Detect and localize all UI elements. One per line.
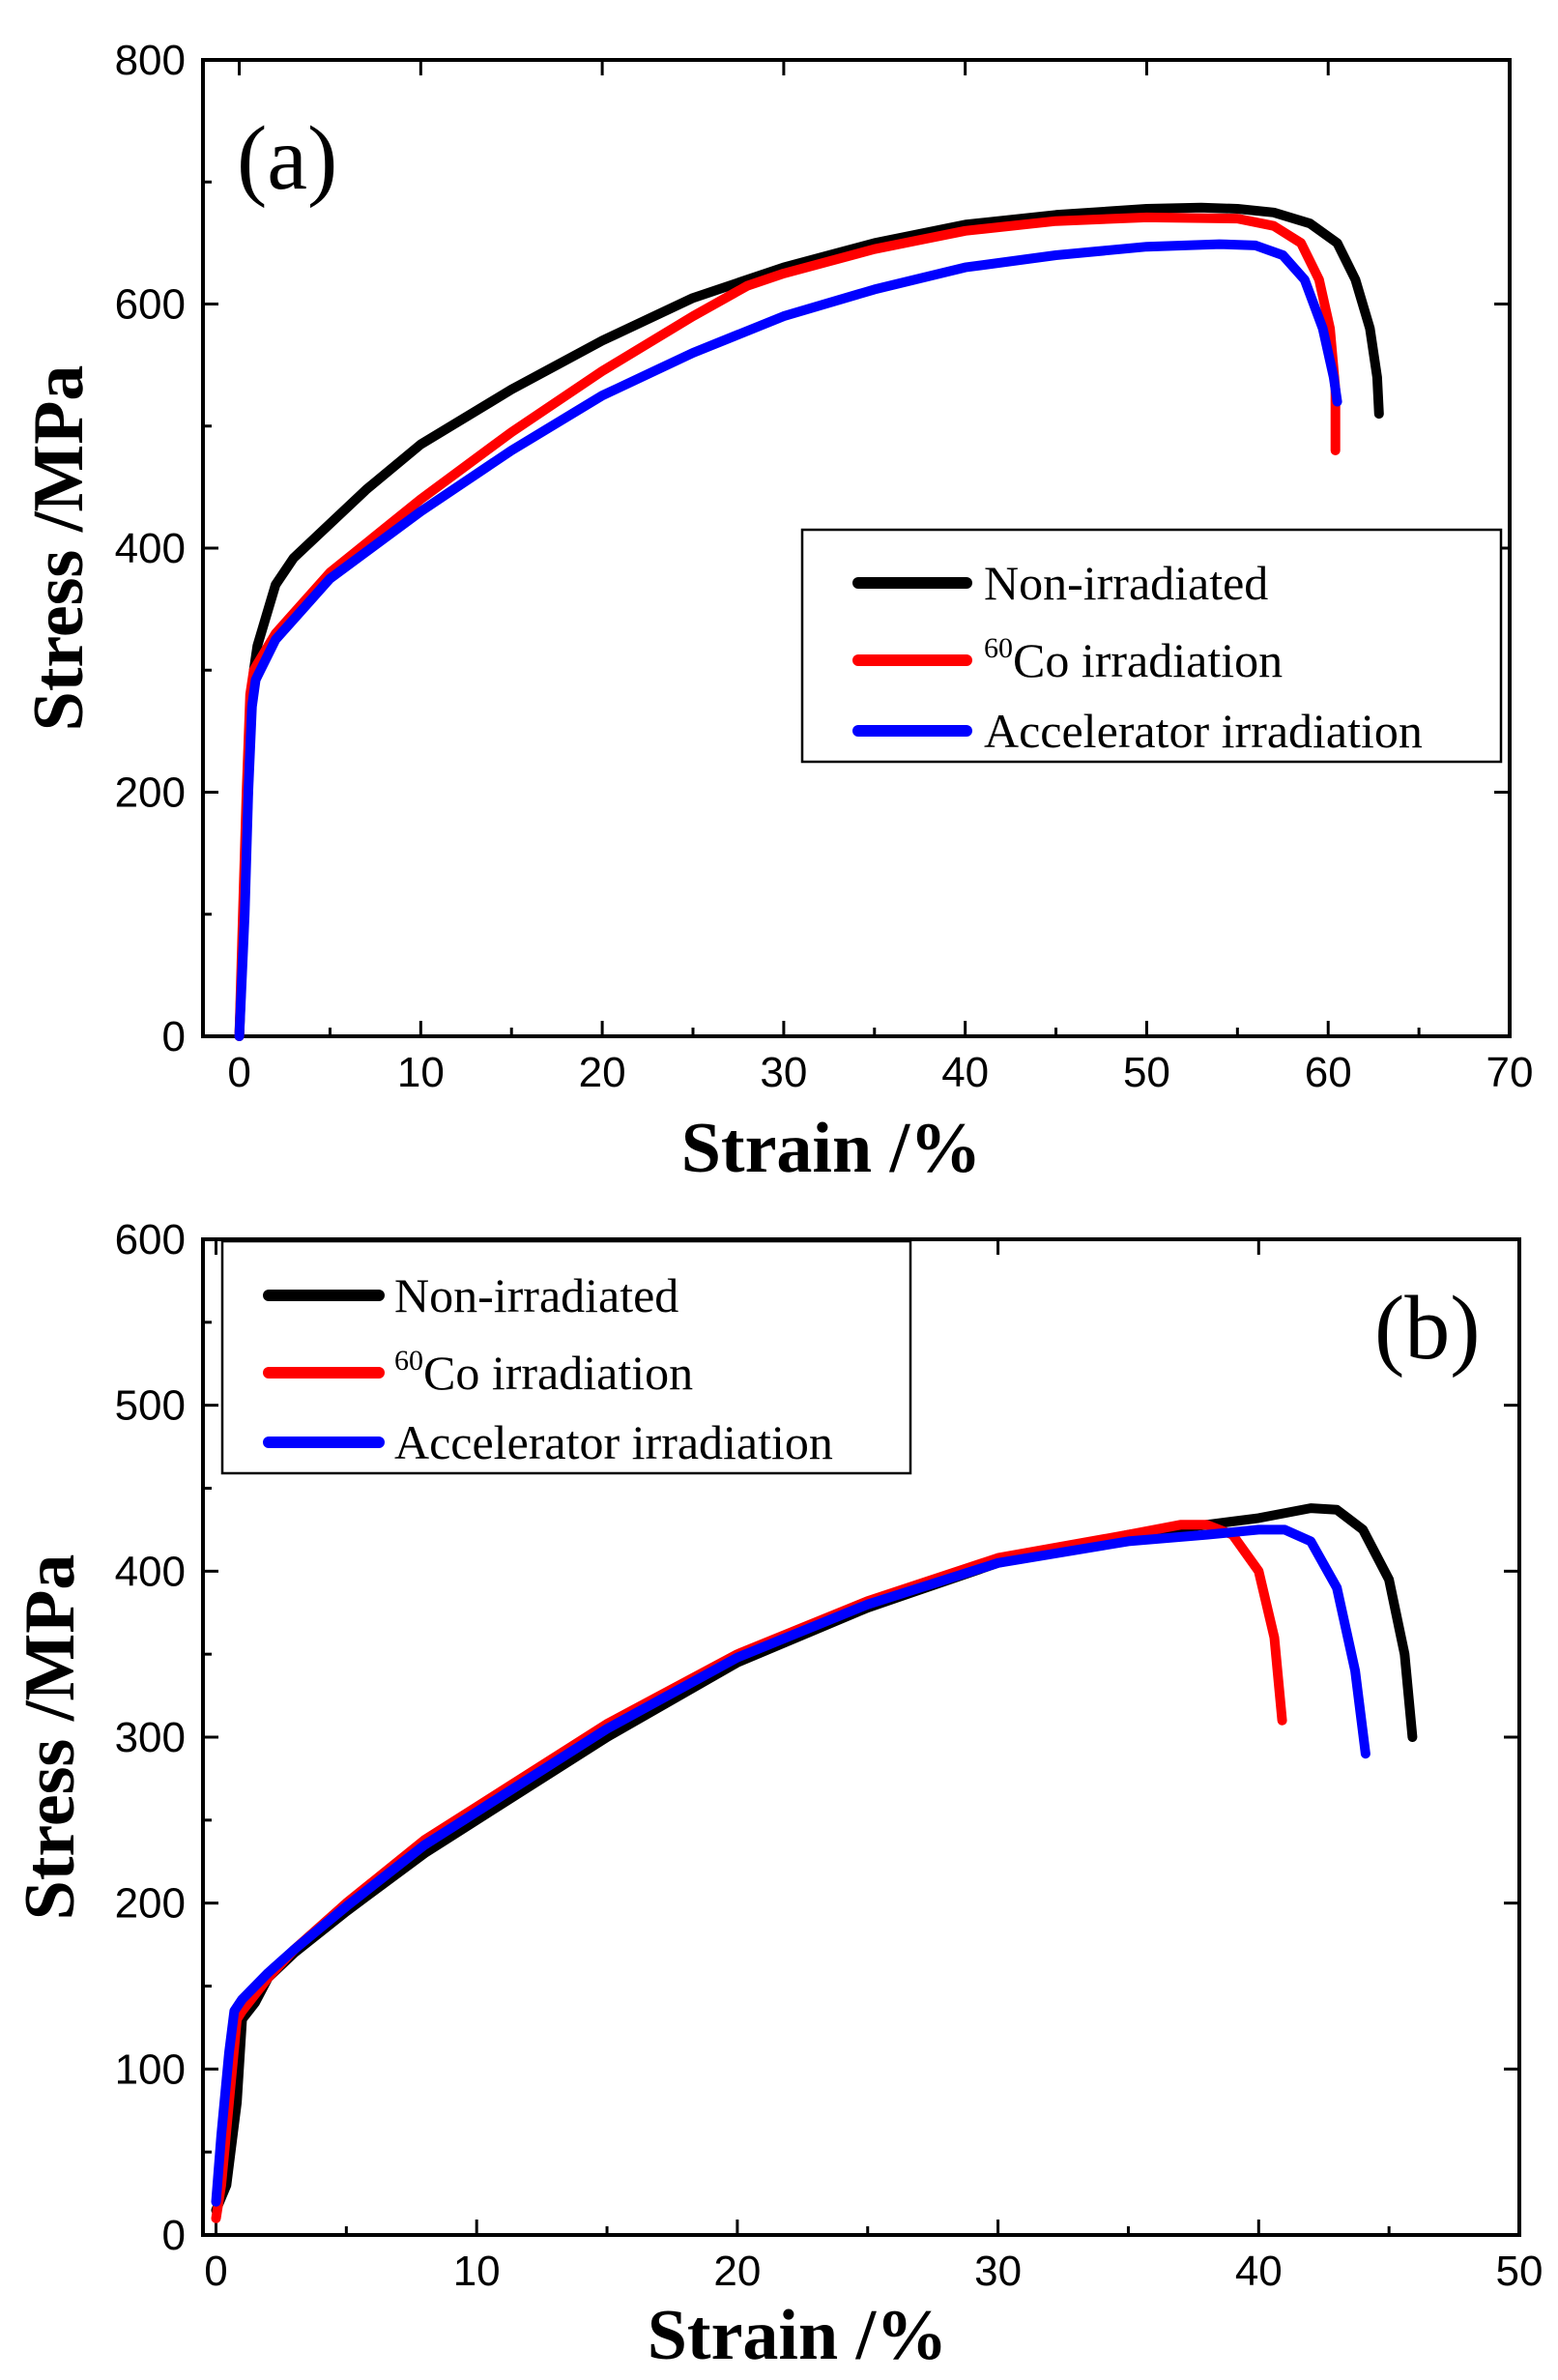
panel-b-y-tick-label: 300 — [115, 1714, 186, 1761]
panel-a-legend: Non-irradiated 60Co irradiation Accelera… — [800, 528, 1503, 764]
panel-a-x-tick-label: 70 — [1486, 1049, 1534, 1096]
panel-a-series-line-accelerator-irradiation — [234, 239, 1342, 1041]
panel-b-y-tick-label: 0 — [162, 2212, 186, 2259]
panel-a-legend-box — [800, 528, 1503, 764]
panel-b-legend-box — [220, 1239, 912, 1475]
panel-a-legend-label-accelerator: Accelerator irradiation — [984, 704, 1423, 758]
panel-a-y-axis-title: Stress /MPa — [19, 365, 99, 732]
panel-b-y-tick-label: 200 — [115, 1880, 186, 1928]
panel-b-x-tick-label: 20 — [713, 2248, 761, 2295]
panel-b-x-tick-label: 0 — [204, 2248, 227, 2295]
panel-b-chart: 0 10 20 30 40 50 0 100 200 300 400 500 600 (b) Stra… — [11, 1216, 1543, 2375]
panel-b-x-tick-label: 50 — [1496, 2248, 1544, 2295]
panel-a-x-tick-label: 40 — [941, 1049, 989, 1096]
panel-a-y-tick-label: 600 — [115, 281, 186, 329]
panel-b-legend-label-accelerator: Accelerator irradiation — [394, 1415, 833, 1469]
panel-b-x-ticks: 0 10 20 30 40 50 — [204, 1239, 1543, 2295]
panel-a-series-line-non-irradiated — [234, 202, 1384, 1041]
panel-a-y-tick-label: 0 — [162, 1013, 186, 1060]
panel-b-x-tick-label: 30 — [974, 2248, 1022, 2295]
panel-b-legend-label-non-irradiated: Non-irradiated — [394, 1268, 678, 1322]
panel-a-x-tick-label: 0 — [227, 1049, 250, 1096]
panel-a-x-tick-label: 50 — [1123, 1049, 1170, 1096]
panel-b-y-tick-label: 100 — [115, 2046, 186, 2093]
panel-a-x-axis-title: Strain /% — [681, 1109, 981, 1188]
panel-a-y-tick-label: 400 — [115, 525, 186, 572]
panel-b-y-tick-label: 600 — [115, 1216, 186, 1263]
panel-a-series-line-co-irradiation — [234, 212, 1341, 1041]
panel-a-y-ticks: 0 200 400 600 800 — [115, 37, 1510, 1060]
panel-b-series-line-accelerator-irradiation — [211, 1524, 1370, 2207]
panel-a-x-tick-label: 10 — [397, 1049, 445, 1096]
panel-b-series — [211, 1503, 1418, 2223]
panel-b-x-tick-label: 40 — [1235, 2248, 1283, 2295]
panel-b-legend-label-co-irradiation: 60Co irradiation — [394, 1345, 693, 1400]
panel-a-x-ticks: 0 10 20 30 40 50 60 70 — [227, 60, 1533, 1096]
panel-a-label: (a) — [237, 108, 337, 209]
panel-b-series-line-co-irradiation — [211, 1520, 1287, 2223]
panel-a-legend-label-co-irradiation: 60Co irradiation — [984, 632, 1283, 687]
panel-b-y-tick-label: 500 — [115, 1382, 186, 1430]
panel-b-x-axis-title: Strain /% — [648, 2296, 947, 2375]
panel-b-y-ticks: 0 100 200 300 400 500 600 — [115, 1216, 1519, 2259]
panel-a-y-tick-label: 200 — [115, 769, 186, 817]
panel-a-legend-label-non-irradiated: Non-irradiated — [984, 556, 1268, 610]
panel-a-series — [234, 202, 1384, 1041]
panel-b-y-axis-title: Stress /MPa — [11, 1554, 90, 1921]
panel-b-y-tick-label: 400 — [115, 1548, 186, 1595]
panel-b-legend: Non-irradiated 60Co irradiation Accelera… — [220, 1239, 912, 1475]
panel-b-x-tick-label: 10 — [453, 2248, 501, 2295]
panel-a-x-tick-label: 30 — [760, 1049, 807, 1096]
panel-a-x-tick-label: 60 — [1305, 1049, 1352, 1096]
panel-a-y-tick-label: 800 — [115, 37, 186, 84]
panel-a-chart: 0 10 20 30 40 50 60 70 0 200 400 600 800 (a) Strain… — [19, 37, 1533, 1188]
panel-b-label: (b) — [1374, 1278, 1481, 1379]
panel-a-x-tick-label: 20 — [579, 1049, 626, 1096]
